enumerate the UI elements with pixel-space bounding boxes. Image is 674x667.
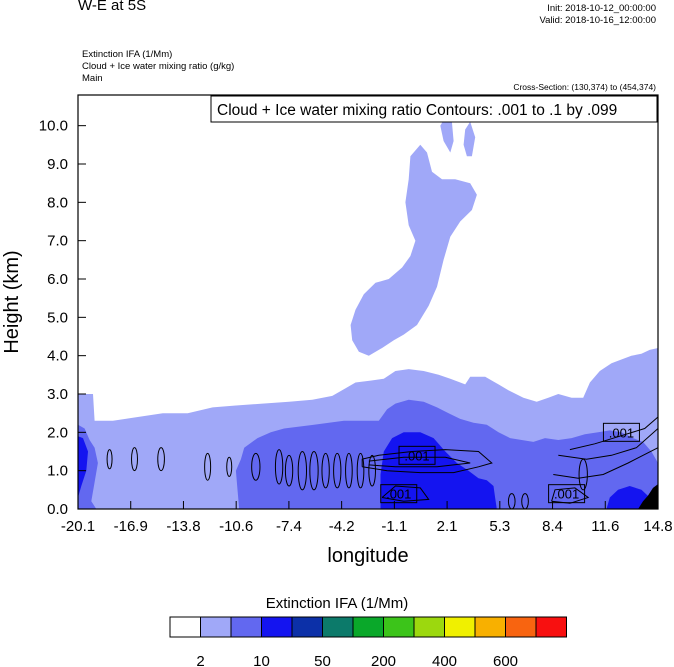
mixing-ratio-contour-6 (274, 449, 284, 485)
mixing-ratio-contour-12 (345, 452, 353, 489)
y-tick-label: 1.0 (47, 463, 68, 480)
field-name-mixing-ratio: Cloud + Ice water mixing ratio (g/kg) (82, 61, 235, 72)
contour-label-1: .001 (380, 484, 418, 504)
mixing-ratio-contour-3 (204, 452, 212, 481)
x-tick-label: -16.9 (114, 518, 148, 535)
contour-label-0: .001 (398, 445, 436, 465)
colorbar-label: 600 (493, 653, 518, 667)
cross-section-label: Cross-Section: (130,374) to (454,374) (513, 82, 656, 92)
colorbar-box (352, 616, 384, 638)
contour-info-text: Cloud + Ice water mixing ratio Contours:… (217, 102, 617, 119)
x-axis-label: longitude (327, 545, 408, 567)
mixing-ratio-contour-line-4 (569, 416, 659, 451)
colorbar-box (535, 616, 567, 638)
colorbar-label: 10 (253, 653, 270, 667)
mixing-ratio-contour-4 (226, 456, 233, 477)
svg-text:.001: .001 (386, 487, 411, 502)
mixing-ratio-contour-8 (297, 451, 308, 491)
colorbar-label: 50 (314, 653, 331, 667)
y-axis-label: Height (km) (1, 250, 23, 353)
colorbar-label: 200 (371, 653, 396, 667)
contour-info-box (210, 95, 658, 123)
extinction-region-5 (78, 436, 88, 509)
y-tick-label: 0.0 (47, 501, 68, 518)
x-tick-label: 5.3 (489, 518, 510, 535)
mixing-ratio-contour-0 (106, 449, 113, 470)
colorbar-box (505, 616, 537, 638)
valid-time: Valid: 2018-10-16_12:00:00 (539, 15, 656, 26)
y-tick-label: 9.0 (47, 156, 68, 173)
colorbar-box (474, 616, 506, 638)
x-tick-label: -10.6 (219, 518, 253, 535)
field-name-main: Main (82, 73, 103, 84)
plot-frame (77, 94, 659, 510)
extinction-region-8 (638, 484, 658, 509)
mixing-ratio-contour-line-5 (381, 485, 430, 502)
mixing-ratio-contour-11 (333, 452, 342, 489)
mixing-ratio-contour-line-1 (368, 456, 471, 468)
mixing-ratio-contour-1 (131, 447, 138, 472)
contour-label-2: .001 (548, 484, 586, 504)
y-tick-label: 3.0 (47, 386, 68, 403)
svg-text:.001: .001 (554, 487, 579, 502)
x-tick-label: 14.8 (643, 518, 672, 535)
colorbar-box (444, 616, 476, 638)
extinction-region-3 (463, 121, 476, 157)
y-tick-label: 5.0 (47, 309, 68, 326)
x-tick-label: 2.1 (437, 518, 458, 535)
extinction-region-1 (350, 144, 477, 356)
x-tick-label: -7.4 (276, 518, 302, 535)
x-tick-label: -4.2 (329, 518, 355, 535)
colorbar-label: 400 (432, 653, 457, 667)
mixing-ratio-contour-line-3 (558, 428, 659, 460)
y-tick-label: 8.0 (47, 194, 68, 211)
mixing-ratio-contour-10 (321, 452, 330, 489)
init-time: Init: 2018-10-12_00:00:00 (547, 3, 656, 14)
colorbar-box (261, 616, 293, 638)
x-tick-label: -1.1 (381, 518, 407, 535)
extinction-region-4 (78, 399, 658, 509)
y-tick-label: 6.0 (47, 271, 68, 288)
x-tick-label: 8.4 (542, 518, 563, 535)
x-tick-label: -20.1 (61, 518, 95, 535)
svg-text:.001: .001 (404, 448, 429, 463)
mixing-ratio-contour-13 (356, 452, 365, 489)
mixing-ratio-contour-line-2 (553, 447, 659, 479)
mixing-ratio-contour-7 (284, 454, 294, 487)
mixing-ratio-contour-9 (309, 451, 319, 491)
y-tick-label: 4.0 (47, 348, 68, 365)
extinction-region-2 (440, 114, 454, 153)
contour-label-3: .001 (602, 422, 640, 442)
colorbar-box (291, 616, 323, 638)
colorbar-box (230, 616, 262, 638)
y-tick-label: 2.0 (47, 424, 68, 441)
colorbar-box (383, 616, 415, 638)
svg-text:.001: .001 (609, 425, 634, 440)
colorbar-title: Extinction IFA (1/Mm) (265, 595, 409, 612)
mixing-ratio-contour-5 (251, 452, 261, 481)
colorbar-box (322, 616, 354, 638)
field-name-extinction: Extinction IFA (1/Mm) (82, 49, 173, 60)
colorbar-label: 2 (196, 653, 204, 667)
colorbar-box (200, 616, 232, 638)
y-tick-label: 10.0 (39, 118, 68, 135)
mixing-ratio-contour-2 (157, 447, 165, 472)
mixing-ratio-contour-line-0 (361, 449, 493, 474)
colorbar-box (169, 616, 201, 638)
x-tick-label: 11.6 (591, 518, 619, 535)
colorbar-box (413, 616, 445, 638)
x-tick-label: -13.8 (166, 518, 200, 535)
mixing-ratio-contour-14 (368, 454, 376, 487)
plot-title: W-E at 5S (78, 0, 147, 14)
y-tick-label: 7.0 (47, 233, 68, 250)
